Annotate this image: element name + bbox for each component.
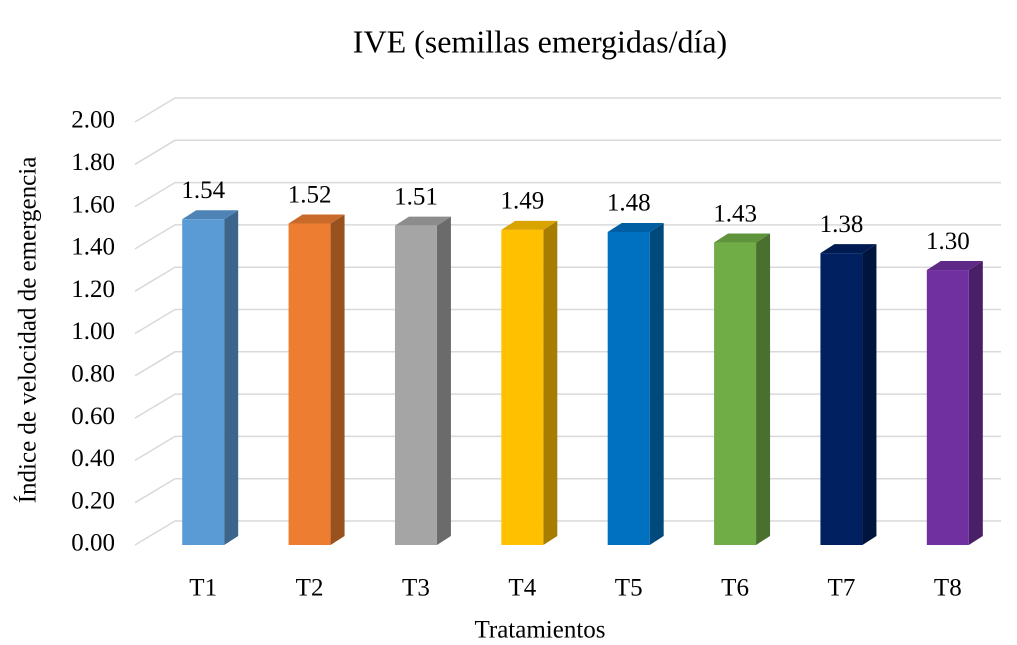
bar-top — [607, 222, 664, 232]
y-tick-label: 0.60 — [71, 403, 115, 430]
bar — [394, 225, 437, 545]
value-label: 1.54 — [181, 177, 225, 204]
bar-side — [862, 244, 877, 545]
bar — [501, 229, 544, 546]
y-tick-label: 0.00 — [71, 530, 115, 557]
y-tick-label: 0.80 — [71, 361, 115, 388]
bar — [820, 253, 863, 545]
y-tick-label: 2.00 — [71, 107, 115, 134]
bar-top — [714, 233, 771, 243]
y-tick-label: 1.80 — [71, 149, 115, 176]
grid-line — [134, 97, 1001, 123]
x-tick-label: T4 — [508, 575, 536, 602]
bar — [607, 231, 650, 546]
value-label: 1.30 — [926, 228, 970, 255]
x-tick-label: T5 — [615, 575, 643, 602]
bar-side — [968, 261, 983, 545]
x-tick-label: T8 — [934, 575, 962, 602]
bar-top — [501, 220, 558, 230]
x-tick-label: T6 — [721, 575, 749, 602]
bar — [714, 242, 757, 545]
x-tick-label: T2 — [296, 575, 324, 602]
y-axis-title: Índice de velocidad de emergencia — [14, 157, 42, 504]
grid-line — [134, 181, 1001, 208]
y-tick-label: 1.60 — [71, 191, 115, 218]
bar-top — [820, 244, 877, 254]
y-tick-label: 1.40 — [71, 234, 115, 261]
bar-top — [288, 214, 345, 224]
y-tick-label: 1.00 — [71, 318, 115, 345]
bar-side — [543, 220, 558, 546]
bar-side — [330, 214, 345, 545]
bar — [288, 223, 331, 545]
bar-top — [926, 261, 983, 271]
chart-title: IVE (semillas emergidas/día) — [353, 23, 727, 59]
bar-top — [182, 210, 239, 220]
bar-side — [649, 222, 664, 546]
value-label: 1.38 — [820, 211, 864, 238]
y-tick-label: 0.20 — [71, 487, 115, 514]
x-tick-label: T7 — [828, 575, 856, 602]
value-label: 1.48 — [607, 190, 651, 217]
value-label: 1.43 — [713, 200, 757, 227]
bar-side — [224, 210, 239, 546]
y-tick-label: 0.40 — [71, 445, 115, 472]
grid-line — [134, 139, 1001, 165]
bar — [926, 270, 969, 545]
grid-line — [134, 224, 1001, 250]
bar-top — [394, 216, 451, 226]
y-tick-label: 1.20 — [71, 276, 115, 303]
bar-side — [436, 216, 451, 545]
value-label: 1.52 — [288, 181, 332, 208]
x-tick-label: T1 — [189, 575, 217, 602]
bar — [182, 219, 225, 546]
bar-side — [756, 233, 771, 545]
value-label: 1.49 — [500, 188, 544, 215]
x-axis-title: Tratamientos — [474, 617, 605, 644]
x-tick-label: T3 — [402, 575, 430, 602]
value-label: 1.51 — [394, 183, 438, 210]
